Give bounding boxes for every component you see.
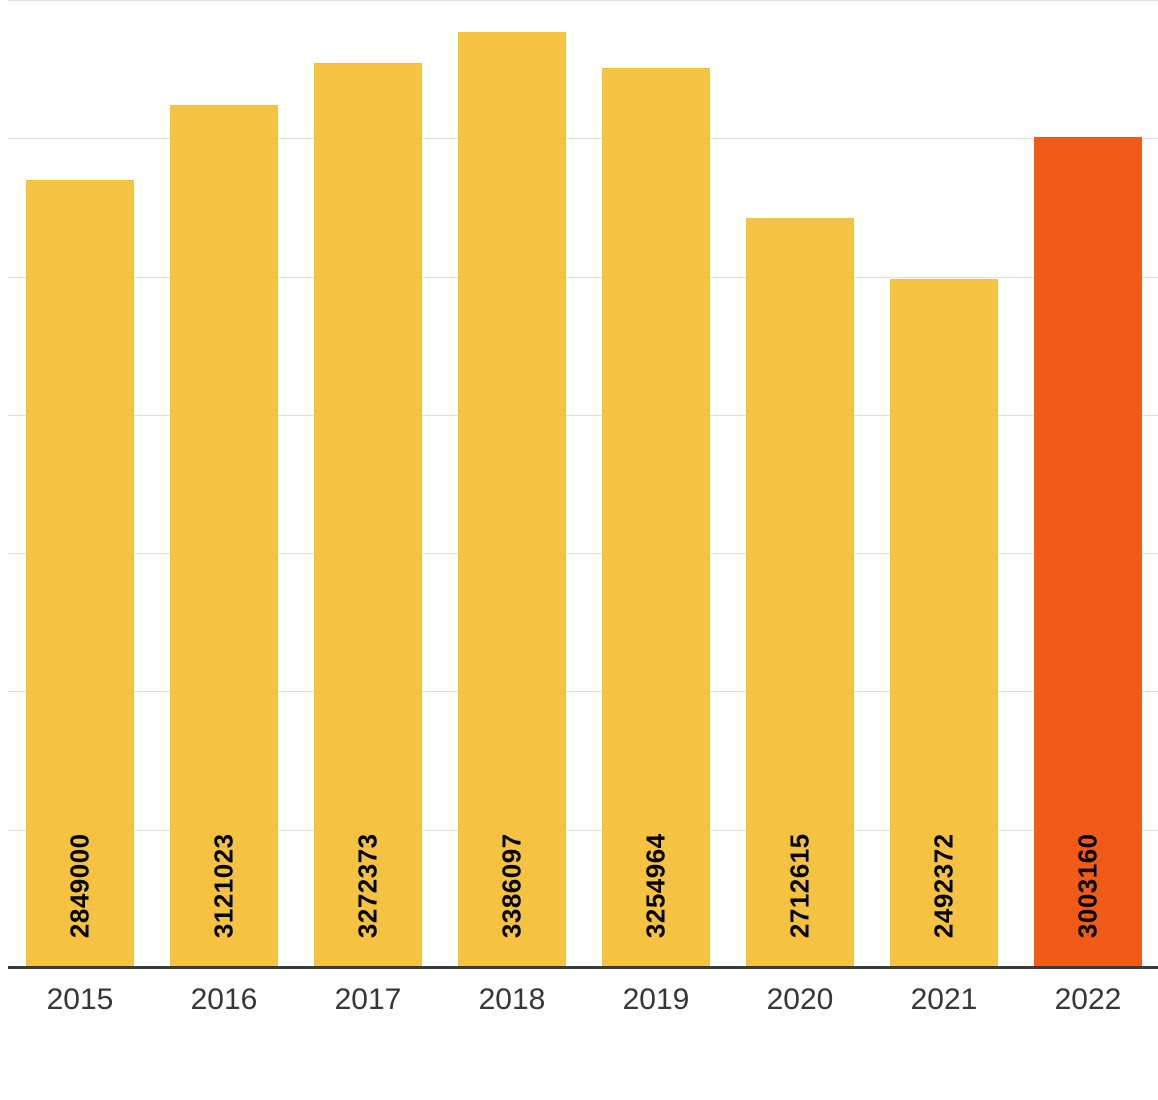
bar-slot: 2492372 [872, 0, 1016, 968]
bar-value-label: 3386097 [497, 833, 528, 938]
bar [314, 63, 422, 968]
bar-slot: 2849000 [8, 0, 152, 968]
bar [458, 32, 566, 968]
bars-layer: 2849000 3121023 3272373 3386097 3254964 27126… [8, 0, 1158, 968]
bar-slot: 3386097 [440, 0, 584, 968]
bar-value-label: 2712615 [785, 833, 816, 938]
bar-slot: 3272373 [296, 0, 440, 968]
bar-slot: 3121023 [152, 0, 296, 968]
bar-slot: 2712615 [728, 0, 872, 968]
bar-value-label: 3121023 [209, 833, 240, 938]
x-tick-label: 2016 [191, 983, 258, 1017]
x-tick-label: 2022 [1055, 983, 1122, 1017]
x-tick-label: 2017 [335, 983, 402, 1017]
bar-value-label: 2492372 [929, 833, 960, 938]
bar-slot: 3003160 [1016, 0, 1158, 968]
x-axis-labels: 2015 2016 2017 2018 2019 2020 2021 2022 [8, 975, 1158, 1023]
bar-slot: 3254964 [584, 0, 728, 968]
bar-value-label: 2849000 [65, 833, 96, 938]
bar-value-label: 3254964 [641, 833, 672, 938]
bar-chart: 2849000 3121023 3272373 3386097 3254964 27126… [0, 0, 1158, 1100]
x-tick-label: 2020 [767, 983, 834, 1017]
x-tick-label: 2018 [479, 983, 546, 1017]
bar-value-label: 3003160 [1073, 833, 1104, 938]
x-tick-label: 2015 [47, 983, 114, 1017]
x-tick-label: 2021 [911, 983, 978, 1017]
x-tick-label: 2019 [623, 983, 690, 1017]
x-axis-line [8, 966, 1158, 969]
bar-value-label: 3272373 [353, 833, 384, 938]
plot-area: 2849000 3121023 3272373 3386097 3254964 27126… [8, 0, 1158, 968]
